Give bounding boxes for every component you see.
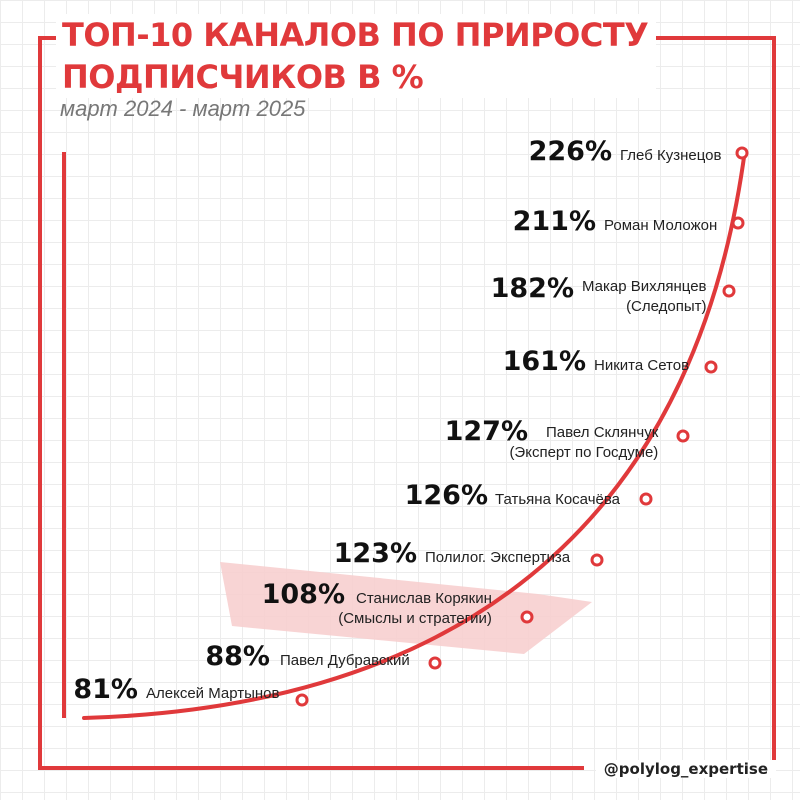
data-point-marker [428, 656, 442, 670]
channel-name-label: Макар Вихлянцев [582, 278, 707, 295]
percent-label: 123% [334, 538, 417, 569]
percent-label: 226% [529, 136, 612, 167]
channel-name-label: Никита Сетов [594, 357, 689, 374]
channel-name-label: Алексей Мартынов [146, 685, 280, 702]
channel-name-label: Станислав Корякин [356, 590, 492, 607]
frame-right-border [772, 36, 776, 770]
page-title: ТОП-10 КАНАЛОВ ПО ПРИРОСТУ ПОДПИСЧИКОВ В… [56, 14, 657, 98]
percent-label: 161% [503, 346, 586, 377]
frame-left-border [38, 36, 42, 770]
channel-name-label: Полилог. Экспертиза [425, 549, 571, 566]
percent-label: 81% [73, 674, 138, 705]
data-points-layer: 226% Глеб Кузнецов 211% Роман Моложон 182% Ма… [73, 136, 749, 707]
data-point-marker [639, 492, 653, 506]
channel-name-label: Павел Дубравский [280, 652, 410, 669]
subtitle: март 2024 - март 2025 [60, 96, 306, 121]
highlight-arrow-band [220, 562, 592, 654]
channel-handle: @polylog_expertise [595, 760, 776, 778]
channel-name-label: Роман Моложон [604, 217, 717, 234]
data-point-marker [520, 610, 534, 624]
channel-name-label: Татьяна Косачёва [495, 491, 621, 508]
data-point-marker [676, 429, 690, 443]
data-point-marker [731, 216, 745, 230]
percent-label: 127% [445, 416, 528, 447]
growth-curve-line [82, 148, 747, 720]
percent-label: 211% [513, 206, 596, 237]
data-point-marker [590, 553, 604, 567]
data-point-marker [295, 693, 309, 707]
title-line-2: ПОДПИСЧИКОВ В % [62, 58, 424, 96]
data-point-marker [704, 360, 718, 374]
percent-label: 108% [262, 579, 345, 610]
data-point-marker [722, 284, 736, 298]
percent-label: 126% [405, 480, 488, 511]
channel-name-label: (Следопыт) [626, 298, 706, 315]
channel-name-label: (Смыслы и стратегии) [338, 610, 492, 627]
percent-label: 88% [205, 641, 270, 672]
percent-label: 182% [491, 273, 574, 304]
data-point-marker [735, 146, 749, 160]
channel-name-label: (Эксперт по Госдуме) [509, 444, 658, 461]
channel-name-label: Глеб Кузнецов [620, 147, 721, 164]
title-line-1: ТОП-10 КАНАЛОВ ПО ПРИРОСТУ [62, 16, 649, 54]
channel-name-label: Павел Склянчук [546, 424, 659, 441]
frame-bottom-border [38, 766, 584, 770]
